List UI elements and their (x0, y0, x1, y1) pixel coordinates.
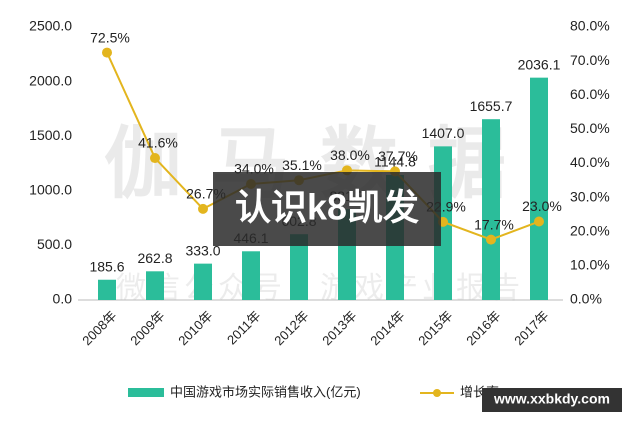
bar (530, 77, 548, 300)
growth-label: 35.1% (282, 157, 322, 173)
overlay-text: 认识k8凯发 (235, 187, 419, 228)
growth-point (150, 153, 160, 164)
growth-point (198, 203, 208, 214)
bar (242, 251, 260, 300)
y2-tick-label: 60.0% (570, 86, 610, 102)
bar (146, 271, 164, 300)
growth-label: 23.0% (522, 198, 562, 214)
legend-label: 中国游戏市场实际销售收入(亿元) (170, 384, 361, 399)
growth-label: 17.7% (474, 216, 514, 232)
bar-label: 1144.8 (374, 154, 416, 170)
growth-point (534, 216, 544, 227)
growth-label: 38.0% (330, 147, 370, 163)
y-tick-label: 1500.0 (29, 127, 72, 143)
watermark-sub: 微信公众号：游戏产业报告 (116, 272, 524, 305)
bar-label: 333.0 (185, 242, 220, 258)
bar (290, 234, 308, 300)
y-tick-label: 1000.0 (29, 182, 72, 198)
y2-tick-label: 30.0% (570, 188, 610, 204)
y2-tick-label: 0.0% (570, 291, 602, 307)
y2-tick-label: 20.0% (570, 222, 610, 238)
bar-label: 2036.1 (518, 56, 561, 72)
bar-label: 1407.0 (422, 125, 465, 141)
site-box (482, 388, 622, 412)
y2-tick-label: 70.0% (570, 52, 610, 68)
bar (482, 119, 500, 300)
legend-swatch (128, 388, 164, 397)
y-tick-label: 2000.0 (29, 72, 72, 88)
overlay-box (213, 172, 441, 246)
growth-label: 72.5% (90, 29, 130, 45)
site-text: www.xxbkdy.com (493, 391, 610, 407)
y2-tick-label: 80.0% (570, 18, 610, 34)
y-tick-label: 0.0 (53, 291, 73, 307)
bar-label: 185.6 (89, 258, 124, 274)
bar-label: 262.8 (137, 250, 172, 266)
y-tick-label: 500.0 (37, 236, 72, 252)
bar (194, 263, 212, 300)
y2-tick-label: 40.0% (570, 154, 610, 170)
bar (98, 279, 116, 300)
y2-tick-label: 50.0% (570, 120, 610, 136)
bar-label: 1655.7 (470, 98, 513, 114)
growth-point (486, 234, 496, 245)
growth-point (102, 47, 112, 58)
growth-label: 37.7% (378, 148, 418, 164)
y2-tick-label: 10.0% (570, 257, 610, 273)
legend-dot (433, 389, 441, 397)
y-tick-label: 2500.0 (29, 18, 72, 34)
growth-label: 41.6% (138, 135, 178, 151)
